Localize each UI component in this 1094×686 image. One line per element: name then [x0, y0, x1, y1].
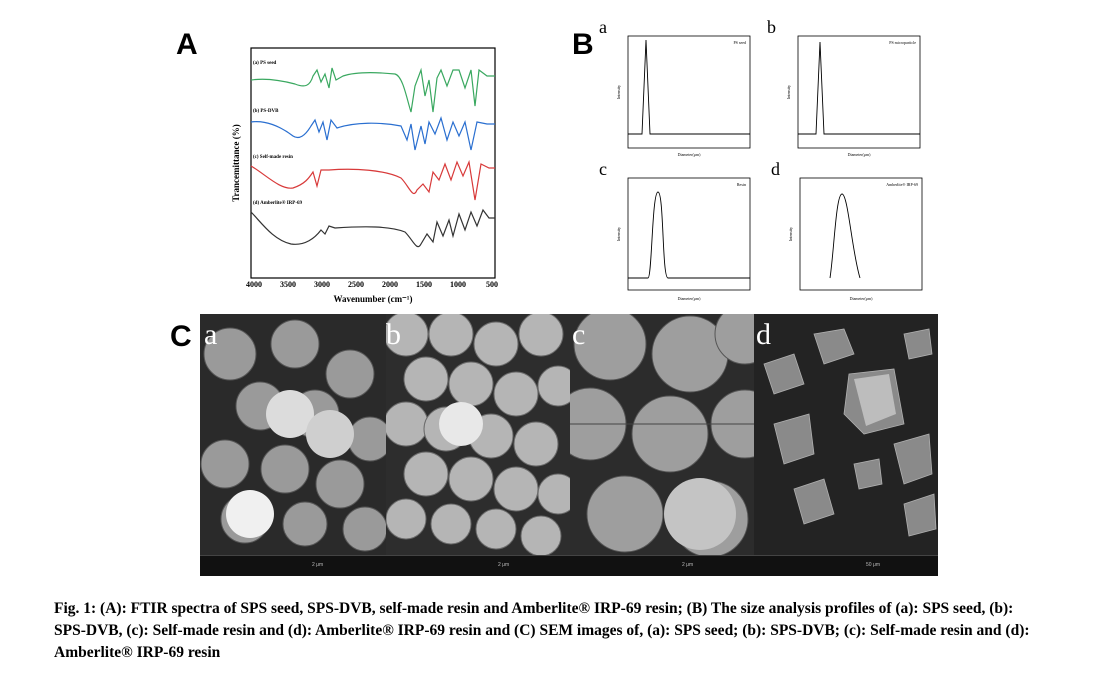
ftir-xtick: 4000 [246, 280, 262, 289]
size-plot-d: Amberlite® IRP-69 Diameter(μm) Intensity [788, 177, 923, 301]
ftir-xtick: 1000 [450, 280, 466, 289]
ftir-figure: (a) PS seed (b) PS-DVB (c) Self-made res… [225, 40, 515, 310]
size-plot-c-ylabel: Intensity [616, 227, 621, 241]
size-plot-d-xlabel: Diameter(μm) [850, 296, 873, 301]
size-plot-d-ylabel: Intensity [788, 227, 793, 241]
figure-caption: Fig. 1: (A): FTIR spectra of SPS seed, S… [54, 600, 1030, 661]
panel-label-b: B [572, 28, 594, 61]
ftir-series-label-b: (b) PS-DVB [253, 109, 279, 114]
size-plot-a-legend: PS seed [733, 40, 746, 45]
sem-letter-d: d [756, 318, 771, 351]
ftir-chart: (a) PS seed (b) PS-DVB (c) Self-made res… [231, 47, 498, 304]
size-plot-letter-a: a [599, 17, 607, 37]
ftir-xtick: 1500 [416, 280, 432, 289]
ftir-trace-a [250, 67, 495, 113]
sem-image-c: 2 μm [570, 314, 754, 576]
size-plot-b-legend: PS microparticle [889, 40, 916, 45]
size-plot-letter-d: d [771, 159, 780, 179]
ftir-xtick: 500 [486, 280, 498, 289]
sem-letter-b: b [386, 318, 401, 351]
ftir-trace-c [250, 159, 495, 201]
sem-c-scalebar: 2 μm [570, 555, 754, 576]
panel-label-a: A [176, 28, 198, 61]
ftir-trace-b [250, 116, 495, 151]
ftir-xtick: 3500 [280, 280, 296, 289]
sem-letter-a: a [204, 318, 218, 351]
ftir-frame [250, 47, 496, 279]
ftir-xtick: 2500 [348, 280, 364, 289]
size-plot-letter-c: c [599, 159, 607, 179]
ftir-trace-d [250, 208, 495, 248]
ftir-xtick: 3000 [314, 280, 330, 289]
sem-image-b: 2 μm [386, 314, 570, 576]
ftir-series-label-c: (c) Self-made resin [253, 155, 293, 160]
size-plot-c-legend: Resin [737, 182, 746, 187]
sem-a-scalebar: 2 μm [200, 555, 386, 576]
ftir-series-label-a: (a) PS seed [253, 61, 277, 66]
ftir-ylabel: Trancemittance (%) [231, 124, 241, 202]
sem-b-scalebar: 2 μm [386, 555, 570, 576]
ftir-series-label-d: (d) Amberlite® IRP-69 [253, 200, 303, 206]
size-plot-c-xlabel: Diameter(μm) [678, 296, 701, 301]
size-plot-c: Resin Diameter(μm) Intensity [616, 177, 751, 301]
ftir-xtick: 2000 [382, 280, 398, 289]
size-plot-b-xlabel: Diameter(μm) [848, 152, 871, 157]
sem-image-d: 50 μm [754, 314, 938, 576]
size-plot-a-ylabel: Intensity [616, 85, 621, 99]
size-plot-letter-b: b [767, 17, 776, 37]
size-plot-b: PS microparticle Diameter(μm) Intensity [786, 35, 921, 157]
sem-letter-c: c [572, 318, 586, 351]
sem-image-a: 2 μm [200, 314, 386, 576]
panel-label-c: C [170, 320, 192, 353]
size-plot-d-legend: Amberlite® IRP-69 [886, 182, 918, 187]
sem-d-scalebar: 50 μm [754, 555, 938, 576]
ftir-xlabel: Wavenumber (cm⁻¹) [333, 294, 412, 304]
size-plot-a-xlabel: Diameter(μm) [678, 152, 701, 157]
size-plot-a: PS seed Diameter(μm) Intensity [616, 35, 751, 157]
size-plot-b-ylabel: Intensity [786, 85, 791, 99]
